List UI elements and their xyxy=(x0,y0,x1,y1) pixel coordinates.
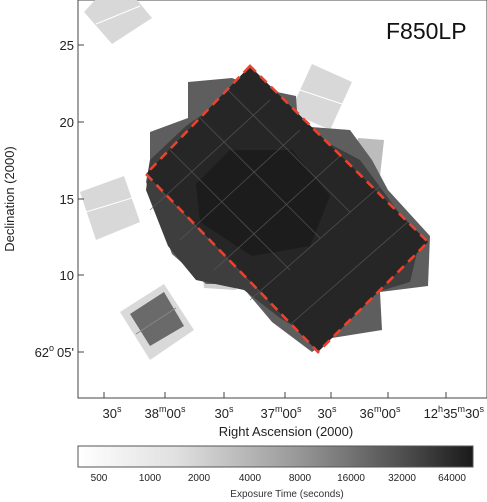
x-tick-label: 30s xyxy=(103,404,122,421)
y-tick-label: 15 xyxy=(60,192,74,207)
x-tick-label: 30s xyxy=(318,404,337,421)
x-axis-title: Right Ascension (2000) xyxy=(219,424,353,439)
tile-left xyxy=(80,176,140,240)
tile-seam xyxy=(135,307,177,335)
colorbar-tick-label: 64000 xyxy=(438,473,466,484)
field-outline xyxy=(144,64,430,354)
y-tick-label: 25 xyxy=(60,38,74,53)
colorbar-tick-label: 32000 xyxy=(388,473,416,484)
tile-top-left xyxy=(84,0,152,44)
y-axis: 25 20 15 10 62o 05' xyxy=(35,38,84,360)
colorbar-tick-label: 500 xyxy=(91,473,108,484)
x-axis: 30s 38m00s 30s 37m00s 30s 36m00s 12h35m3… xyxy=(103,392,485,421)
tile-seam xyxy=(95,5,141,25)
colorbar-tick-label: 4000 xyxy=(239,473,262,484)
x-tick-label: 36m00s xyxy=(360,404,401,421)
y-tick-label-bottom: 62o 05' xyxy=(35,343,74,360)
tile-lower-left-inner xyxy=(130,292,184,346)
colorbar-gradient xyxy=(77,445,474,468)
colorbar-tick-label: 1000 xyxy=(139,473,162,484)
exposure-tiles xyxy=(80,0,430,360)
y-tick-label: 20 xyxy=(60,115,74,130)
colorbar: 500 1000 2000 4000 8000 16000 32000 6400… xyxy=(77,445,474,500)
x-tick-label: 38m00s xyxy=(145,404,186,421)
colorbar-tick-label: 16000 xyxy=(337,473,365,484)
tile-seam xyxy=(299,89,343,105)
colorbar-tick-label: 8000 xyxy=(289,473,312,484)
colorbar-tick-label: 2000 xyxy=(188,473,211,484)
x-tick-label: 37m00s xyxy=(261,404,302,421)
colorbar-title: Exposure Time (seconds) xyxy=(230,489,343,500)
y-tick-label: 10 xyxy=(60,268,74,283)
filter-label: F850LP xyxy=(386,18,467,44)
y-axis-title: Declination (2000) xyxy=(2,146,17,252)
tile-seam xyxy=(85,197,133,213)
deep-core xyxy=(196,150,330,256)
x-tick-label: 30s xyxy=(215,404,234,421)
x-tick-label: 12h35m30s xyxy=(424,404,485,421)
